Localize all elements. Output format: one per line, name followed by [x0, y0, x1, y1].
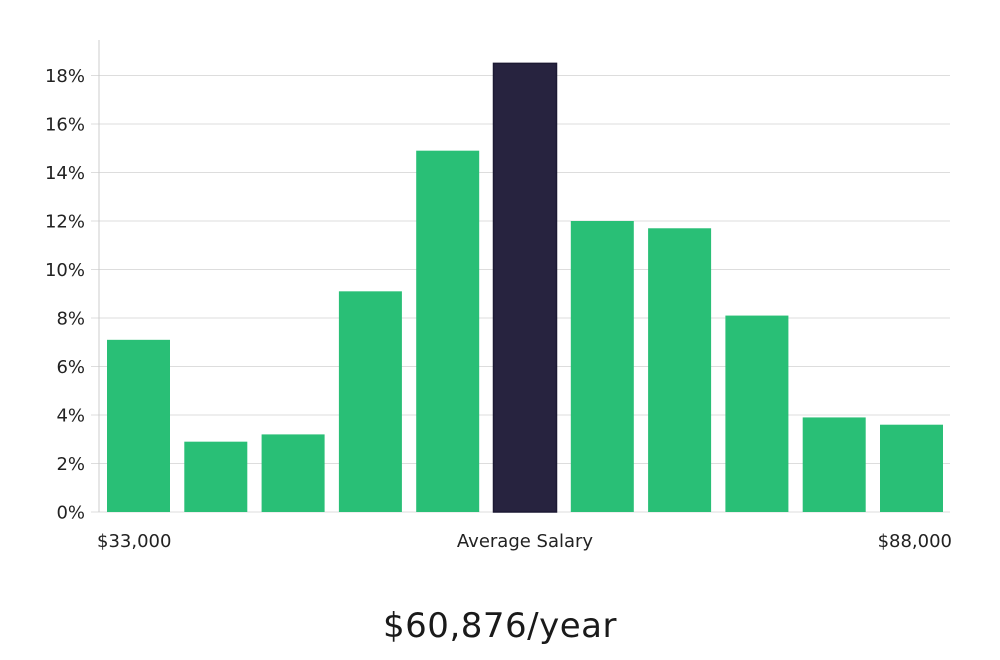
y-tick-label: 10% — [45, 260, 85, 281]
bar — [570, 221, 634, 512]
x-max-label: $88,000 — [878, 531, 952, 552]
bar — [416, 150, 480, 513]
y-tick-label: 12% — [45, 212, 85, 233]
y-tick-label: 16% — [45, 115, 85, 136]
bar — [184, 441, 248, 512]
x-min-label: $33,000 — [97, 531, 171, 552]
bar — [725, 315, 789, 512]
bar — [802, 417, 866, 512]
bar — [880, 424, 943, 512]
average-salary-headline: $60,876/year — [383, 606, 617, 646]
bar — [648, 228, 712, 512]
y-tick-label: 18% — [45, 66, 85, 87]
y-tick-label: 6% — [56, 357, 85, 378]
y-tick-label: 14% — [45, 163, 85, 184]
bar — [107, 339, 170, 512]
y-tick-label: 8% — [56, 309, 85, 330]
y-tick-label: 0% — [56, 503, 85, 524]
bars — [107, 62, 943, 513]
bar-average-salary — [492, 62, 558, 513]
y-tick-labels: 0% 2% 4% 6% 8% 10% 12% 14% 16% 18% — [45, 66, 85, 524]
y-tick-label: 2% — [56, 454, 85, 475]
salary-histogram: 0% 2% 4% 6% 8% 10% 12% 14% 16% 18% $33,000 Averag… — [45, 40, 952, 552]
x-axis-title: Average Salary — [457, 531, 594, 552]
y-tick-label: 4% — [56, 406, 85, 427]
bar — [261, 434, 325, 512]
bar — [338, 291, 402, 512]
